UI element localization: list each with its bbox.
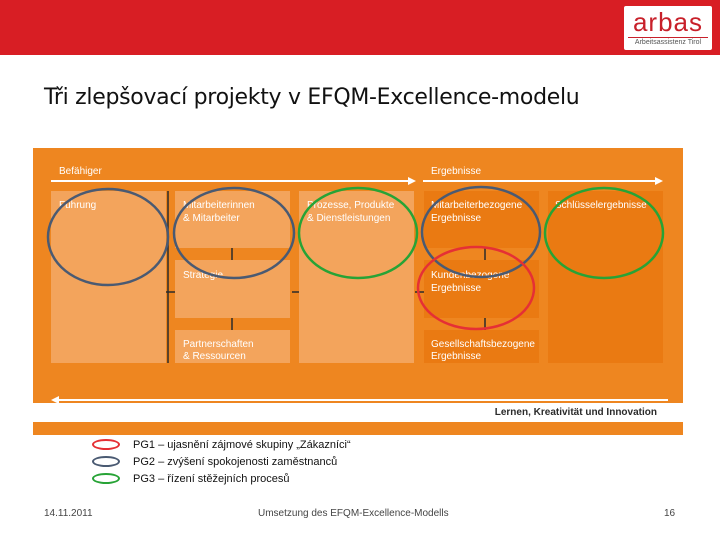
box-prozesse-label-1: Prozesse, Produkte xyxy=(307,200,395,211)
box-mitarbeiter-ergebnisse-label-2: Ergebnisse xyxy=(431,213,481,224)
box-partnerschaften xyxy=(175,330,290,363)
pg2-legend-ellipse xyxy=(92,456,120,467)
box-partnerschaften-label-2: & Ressourcen xyxy=(183,351,246,362)
learning-label: Lernen, Kreativität und Innovation xyxy=(495,407,657,418)
box-kunden-ergebnisse-label-2: Ergebnisse xyxy=(431,283,481,294)
arbas-logo: arbas Arbeitsassistenz Tirol xyxy=(624,6,712,50)
logo-text: arbas xyxy=(632,7,704,37)
box-strategie-label: Strategie xyxy=(183,270,223,281)
box-partnerschaften-label-1: Partnerschaften xyxy=(183,339,254,350)
learning-arrowhead xyxy=(51,396,59,404)
footer-title: Umsetzung des EFQM-Excellence-Modells xyxy=(258,508,449,519)
header-bar xyxy=(0,0,720,55)
legend-text-pg2: PG2 – zvýšení spokojenosti zaměstnanců xyxy=(133,456,338,468)
box-fuhrung xyxy=(51,191,166,363)
results-arrowhead xyxy=(655,177,663,185)
box-gesellschaft-ergebnisse-label-2: Ergebnisse xyxy=(431,351,481,362)
footer-date: 14.11.2011 xyxy=(44,508,93,519)
pg1-ellipse-kunden xyxy=(416,245,536,331)
box-mitarbeiter-ergebnisse-label-1: Mitarbeiterbezogene xyxy=(431,200,523,211)
box-fuhrung-label: Führung xyxy=(59,200,96,211)
legend-text-pg1: PG1 – ujasnění zájmové skupiny „Zákazníc… xyxy=(133,439,351,451)
box-gesellschaft-ergebnisse xyxy=(424,330,539,363)
box-gesellschaft-ergebnisse-label-1: Gesellschaftsbezogene xyxy=(431,339,535,350)
box-mitarbeiter-label-1: Mitarbeiterinnen xyxy=(183,200,255,211)
slide-title: Tři zlepšovací projekty v EFQM-Excellenc… xyxy=(44,85,580,110)
box-prozesse-label-2: & Dienstleistungen xyxy=(307,213,390,224)
learning-label-band xyxy=(33,403,683,422)
pg3-ellipse-prozesse xyxy=(297,186,419,280)
box-schluessel-label: Schlüsselergebnisse xyxy=(555,200,647,211)
enablers-label: Befähiger xyxy=(59,166,102,177)
enablers-arrowhead xyxy=(408,177,416,185)
efqm-model-diagram: Befähiger Ergebnisse Führung Mitarbeiter… xyxy=(33,148,683,435)
box-mitarbeiter-ergebnisse xyxy=(424,191,539,248)
pg2-ellipse-mitarbeiter xyxy=(172,186,296,280)
pg2-ellipse-mitarbeiter-ergebnisse xyxy=(420,185,542,279)
footer-page-number: 16 xyxy=(664,508,676,519)
logo-subtext: Arbeitsassistenz Tirol xyxy=(628,37,708,47)
pg1-legend-ellipse xyxy=(92,439,120,450)
box-kunden-ergebnisse xyxy=(424,260,539,318)
pg2-ellipse-fuhrung xyxy=(46,187,170,287)
pg3-ellipse-schluessel xyxy=(543,186,665,280)
pg3-legend-ellipse xyxy=(92,473,120,484)
results-label: Ergebnisse xyxy=(431,166,481,177)
efqm-model-svg: Befähiger Ergebnisse Führung Mitarbeiter… xyxy=(33,166,683,422)
box-mitarbeiter-label-2: & Mitarbeiter xyxy=(183,213,240,224)
legend-text-pg3: PG3 – řízení stěžejních procesů xyxy=(133,473,290,485)
